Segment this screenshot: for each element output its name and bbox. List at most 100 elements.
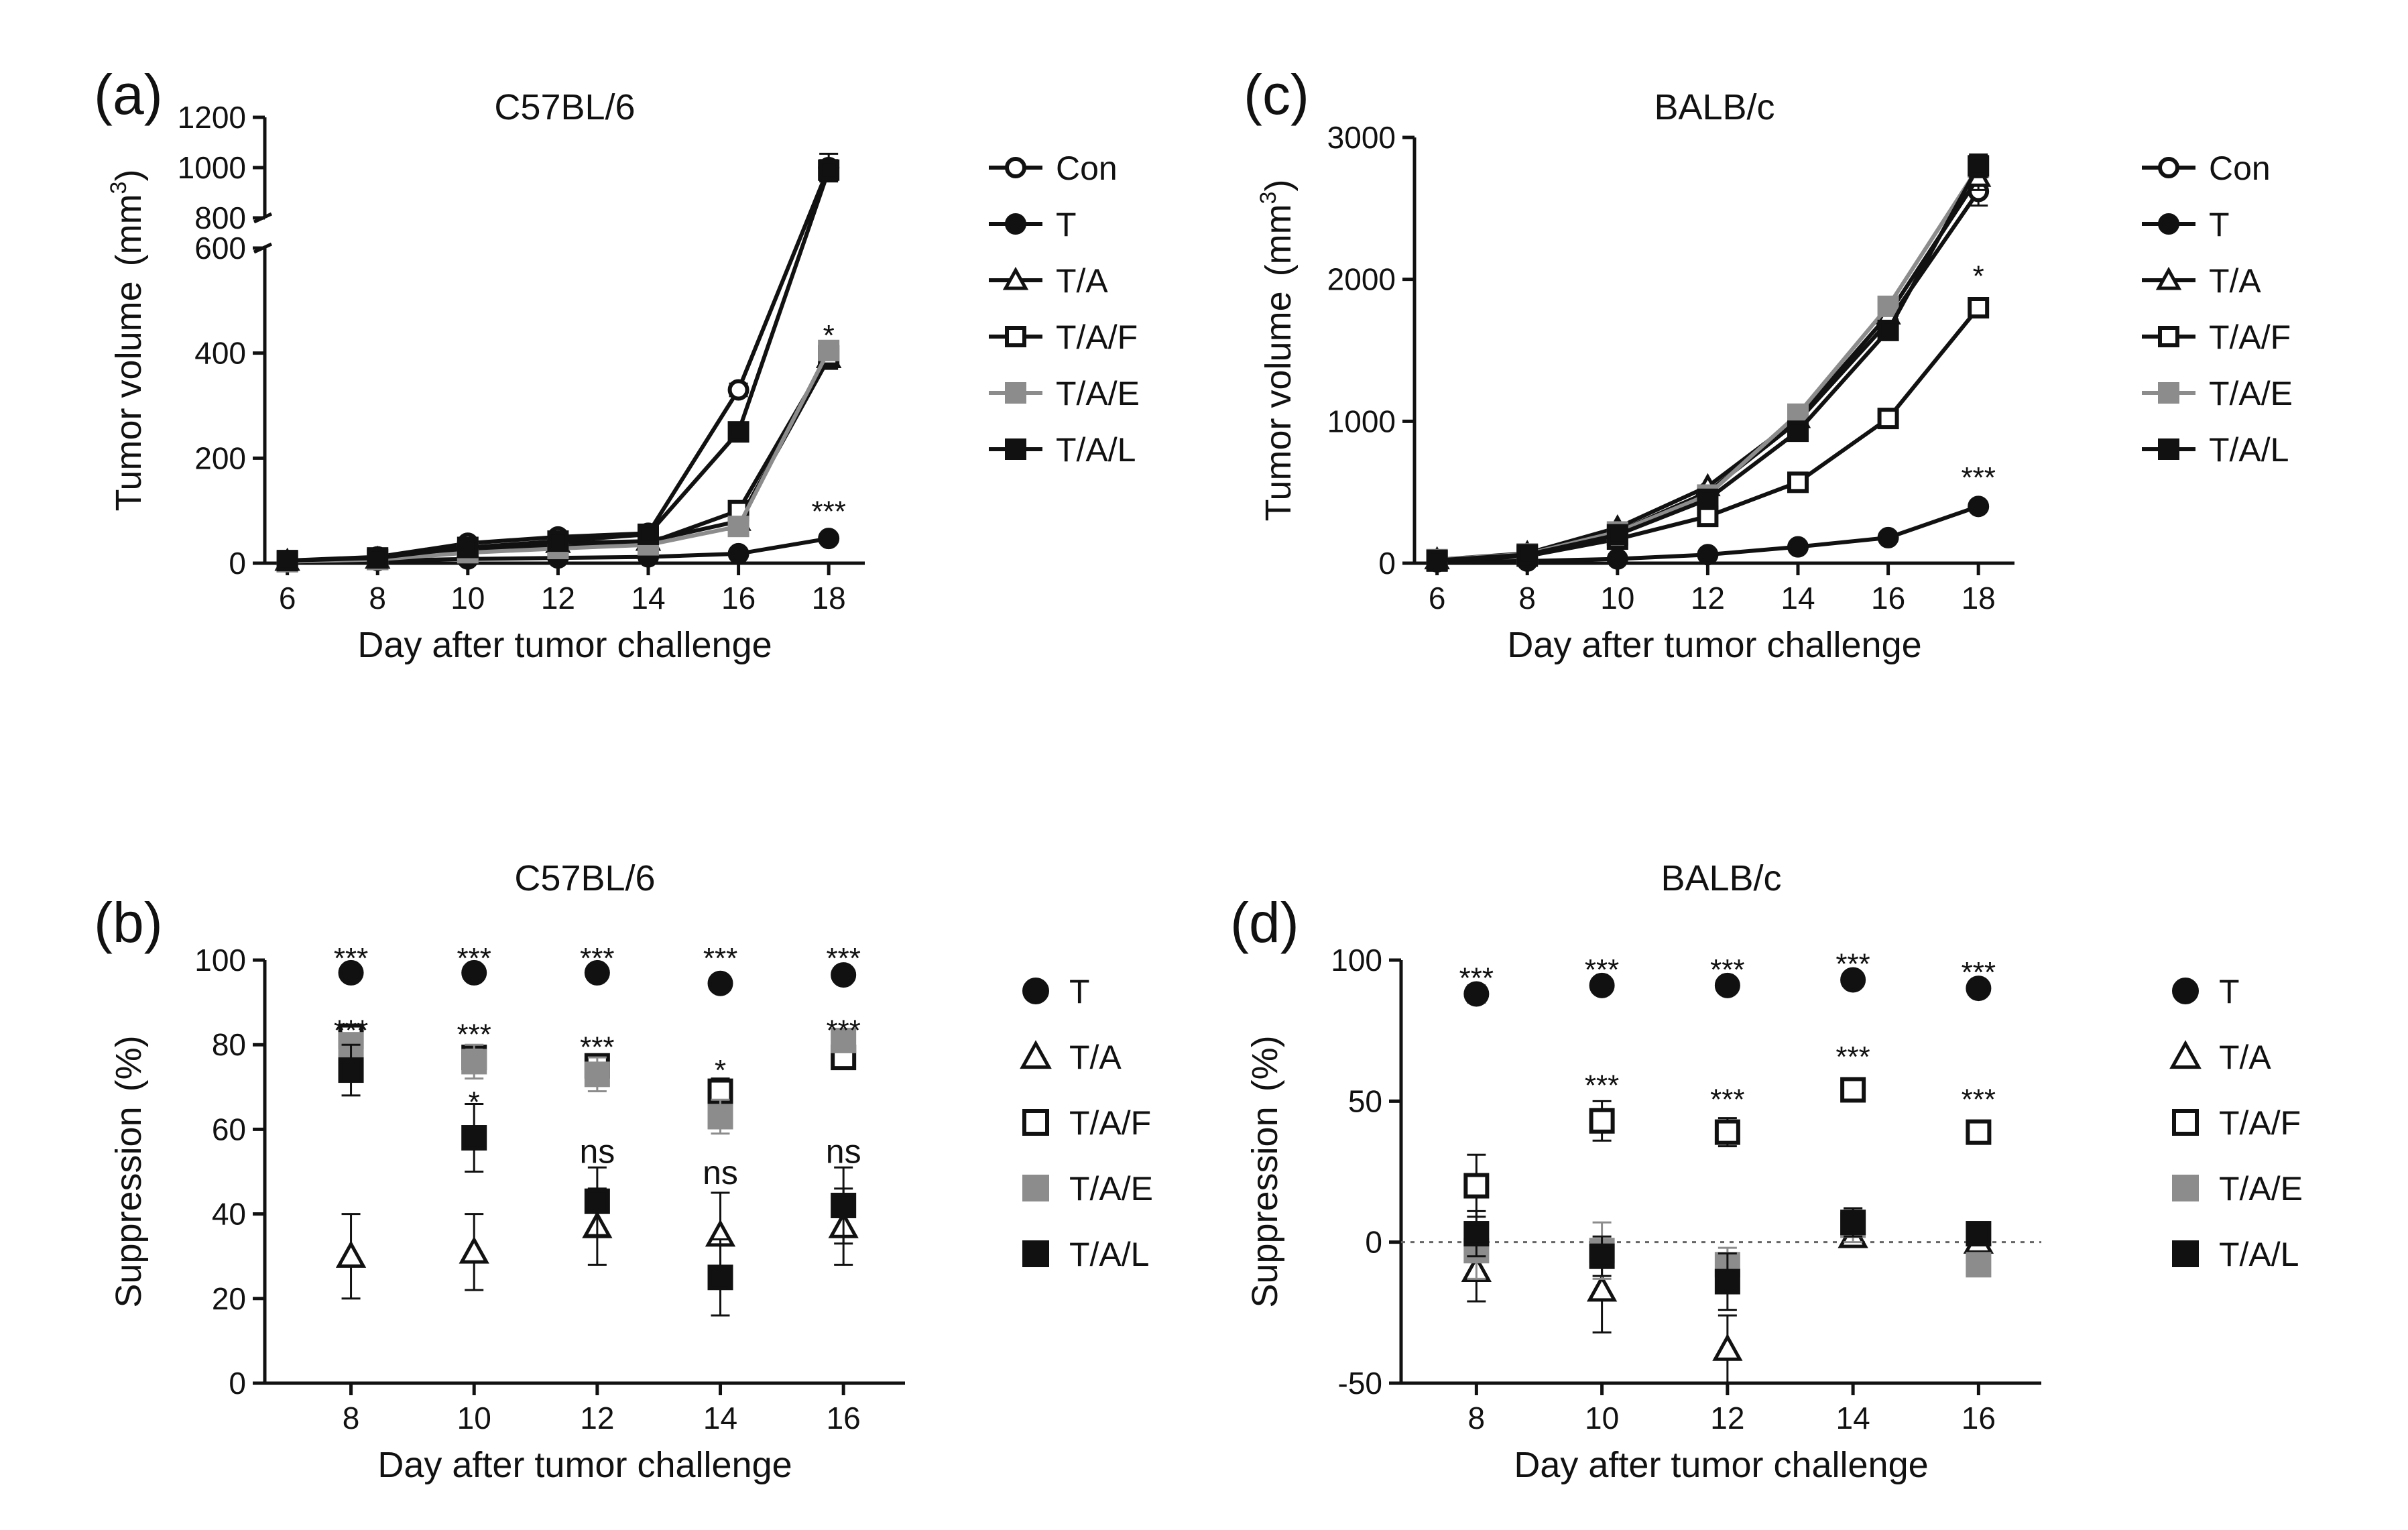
data-point [831,1192,857,1218]
y-tick-label: 1000 [1327,404,1396,438]
significance-label: *** [1962,956,1996,989]
significance-label: *** [457,942,491,975]
data-point [1516,544,1539,566]
legend-item-T/A: T/A [989,262,1108,300]
data-point [1787,471,1809,493]
series-T/A/F [1426,297,1990,572]
chart-title: C57BL/6 [514,858,655,898]
y-tick-label: 100 [194,943,246,978]
significance-label: * [715,1054,726,1087]
y-axis-label-main: Suppression [1245,1106,1285,1307]
significance-label: *** [703,942,737,975]
data-point [461,959,487,986]
y-tick-label: 0 [1378,546,1396,581]
legend-item-T/A/E: T/A/E [989,375,1140,412]
data-point [459,1236,489,1264]
data-point [338,1057,364,1083]
legend-marker [2155,266,2182,290]
y-axis-label-unit: (mm [1258,204,1299,276]
y-axis-label-sup: 3 [1256,192,1281,204]
legend-item-T/A/L: T/A/L [2172,1236,2299,1273]
legend-marker [2172,1109,2199,1136]
data-point [1463,1221,1490,1247]
data-point [1966,1252,1992,1278]
data-point [1714,1119,1740,1145]
panel-label: (c) [1244,63,1309,126]
data-point [335,1240,367,1268]
data-point [1787,403,1809,425]
x-tick-label: 12 [580,1401,614,1435]
data-point [831,1027,857,1053]
legend-label: T/A [2209,262,2261,300]
data-point [1589,1108,1615,1134]
data-point [707,1264,733,1291]
legend-label: T/A/L [2219,1236,2299,1273]
data-point [727,542,749,565]
y-tick-label: 60 [212,1112,246,1146]
y-tick-label: 600 [194,231,246,266]
legend-marker [2169,1040,2202,1069]
significance-label: *** [1710,1083,1744,1116]
legend-item-T: T [2172,973,2240,1010]
x-tick-label: 18 [812,581,846,615]
x-tick-label: 6 [1429,581,1446,615]
y-tick-label: 20 [212,1281,246,1316]
x-tick-label: 8 [1518,581,1536,615]
x-axis-label: Day after tumor challenge [377,1445,792,1485]
y-axis-label: Tumor volume (mm3) [1256,180,1299,522]
significance-label: *** [580,942,614,975]
x-axis-label: Day after tumor challenge [1514,1445,1928,1485]
x-tick-label: 10 [1600,581,1634,615]
legend-item-T/A/E: T/A/E [2142,375,2293,412]
y-tick-label: 40 [212,1197,246,1232]
series-T/A/L [1426,153,1990,571]
panel-b: (b) C57BL/6 0 20 40 60 80 100 8 10 12 14 16 Day after… [94,858,1153,1485]
significance-label: *** [826,1014,860,1047]
legend-label: T/A/E [2219,1170,2303,1208]
legend-item-T/A/L: T/A/L [989,431,1136,469]
legend-marker [2158,382,2179,404]
data-point [1877,408,1899,430]
data-point [1968,155,1990,177]
significance-label: * [1973,260,1984,293]
legend-marker [1022,1175,1049,1201]
legend-label: T/A [1069,1039,1122,1076]
legend-marker [1005,213,1026,235]
x-tick-label: 14 [703,1401,737,1435]
data-point [1968,297,1990,318]
y-tick-label: 0 [1365,1225,1382,1260]
data-point [338,959,364,986]
data-point [547,530,569,552]
data-point [1426,549,1448,571]
x-tick-label: 16 [721,581,756,615]
data-point [1966,1221,1992,1247]
y-tick-label: 3000 [1327,120,1396,155]
data-point [1697,488,1719,510]
legend-item-T/A/E: T/A/E [2172,1170,2303,1208]
significance-label: *** [1459,961,1494,994]
data-point [1877,526,1899,548]
data-point [1589,1243,1615,1269]
data-point [1877,319,1899,341]
legend-item-T/A: T/A [2169,1039,2271,1076]
series-Con [276,152,840,572]
y-axis-label: Suppression (%) [1245,1035,1285,1307]
significance-label: *** [1835,947,1870,980]
x-tick-label: 14 [1781,581,1815,615]
y-tick-label: 50 [1348,1083,1382,1118]
data-point [1840,1210,1866,1236]
data-point [1714,972,1740,998]
data-point [637,523,659,545]
significance-label: *** [826,942,860,975]
significance-label: ns [579,1132,615,1170]
panel-label: (d) [1230,891,1299,954]
legend-label: Con [2209,150,2271,187]
data-point [367,547,389,569]
legend-label: T/A/E [1056,375,1140,412]
x-tick-label: 18 [1962,581,1996,615]
data-point [461,1049,487,1075]
y-axis-label-main: Suppression [109,1106,149,1307]
y-axis-label-unit: (%) [109,1035,149,1092]
significance-label: *** [334,1014,368,1047]
significance-label: *** [811,495,845,528]
